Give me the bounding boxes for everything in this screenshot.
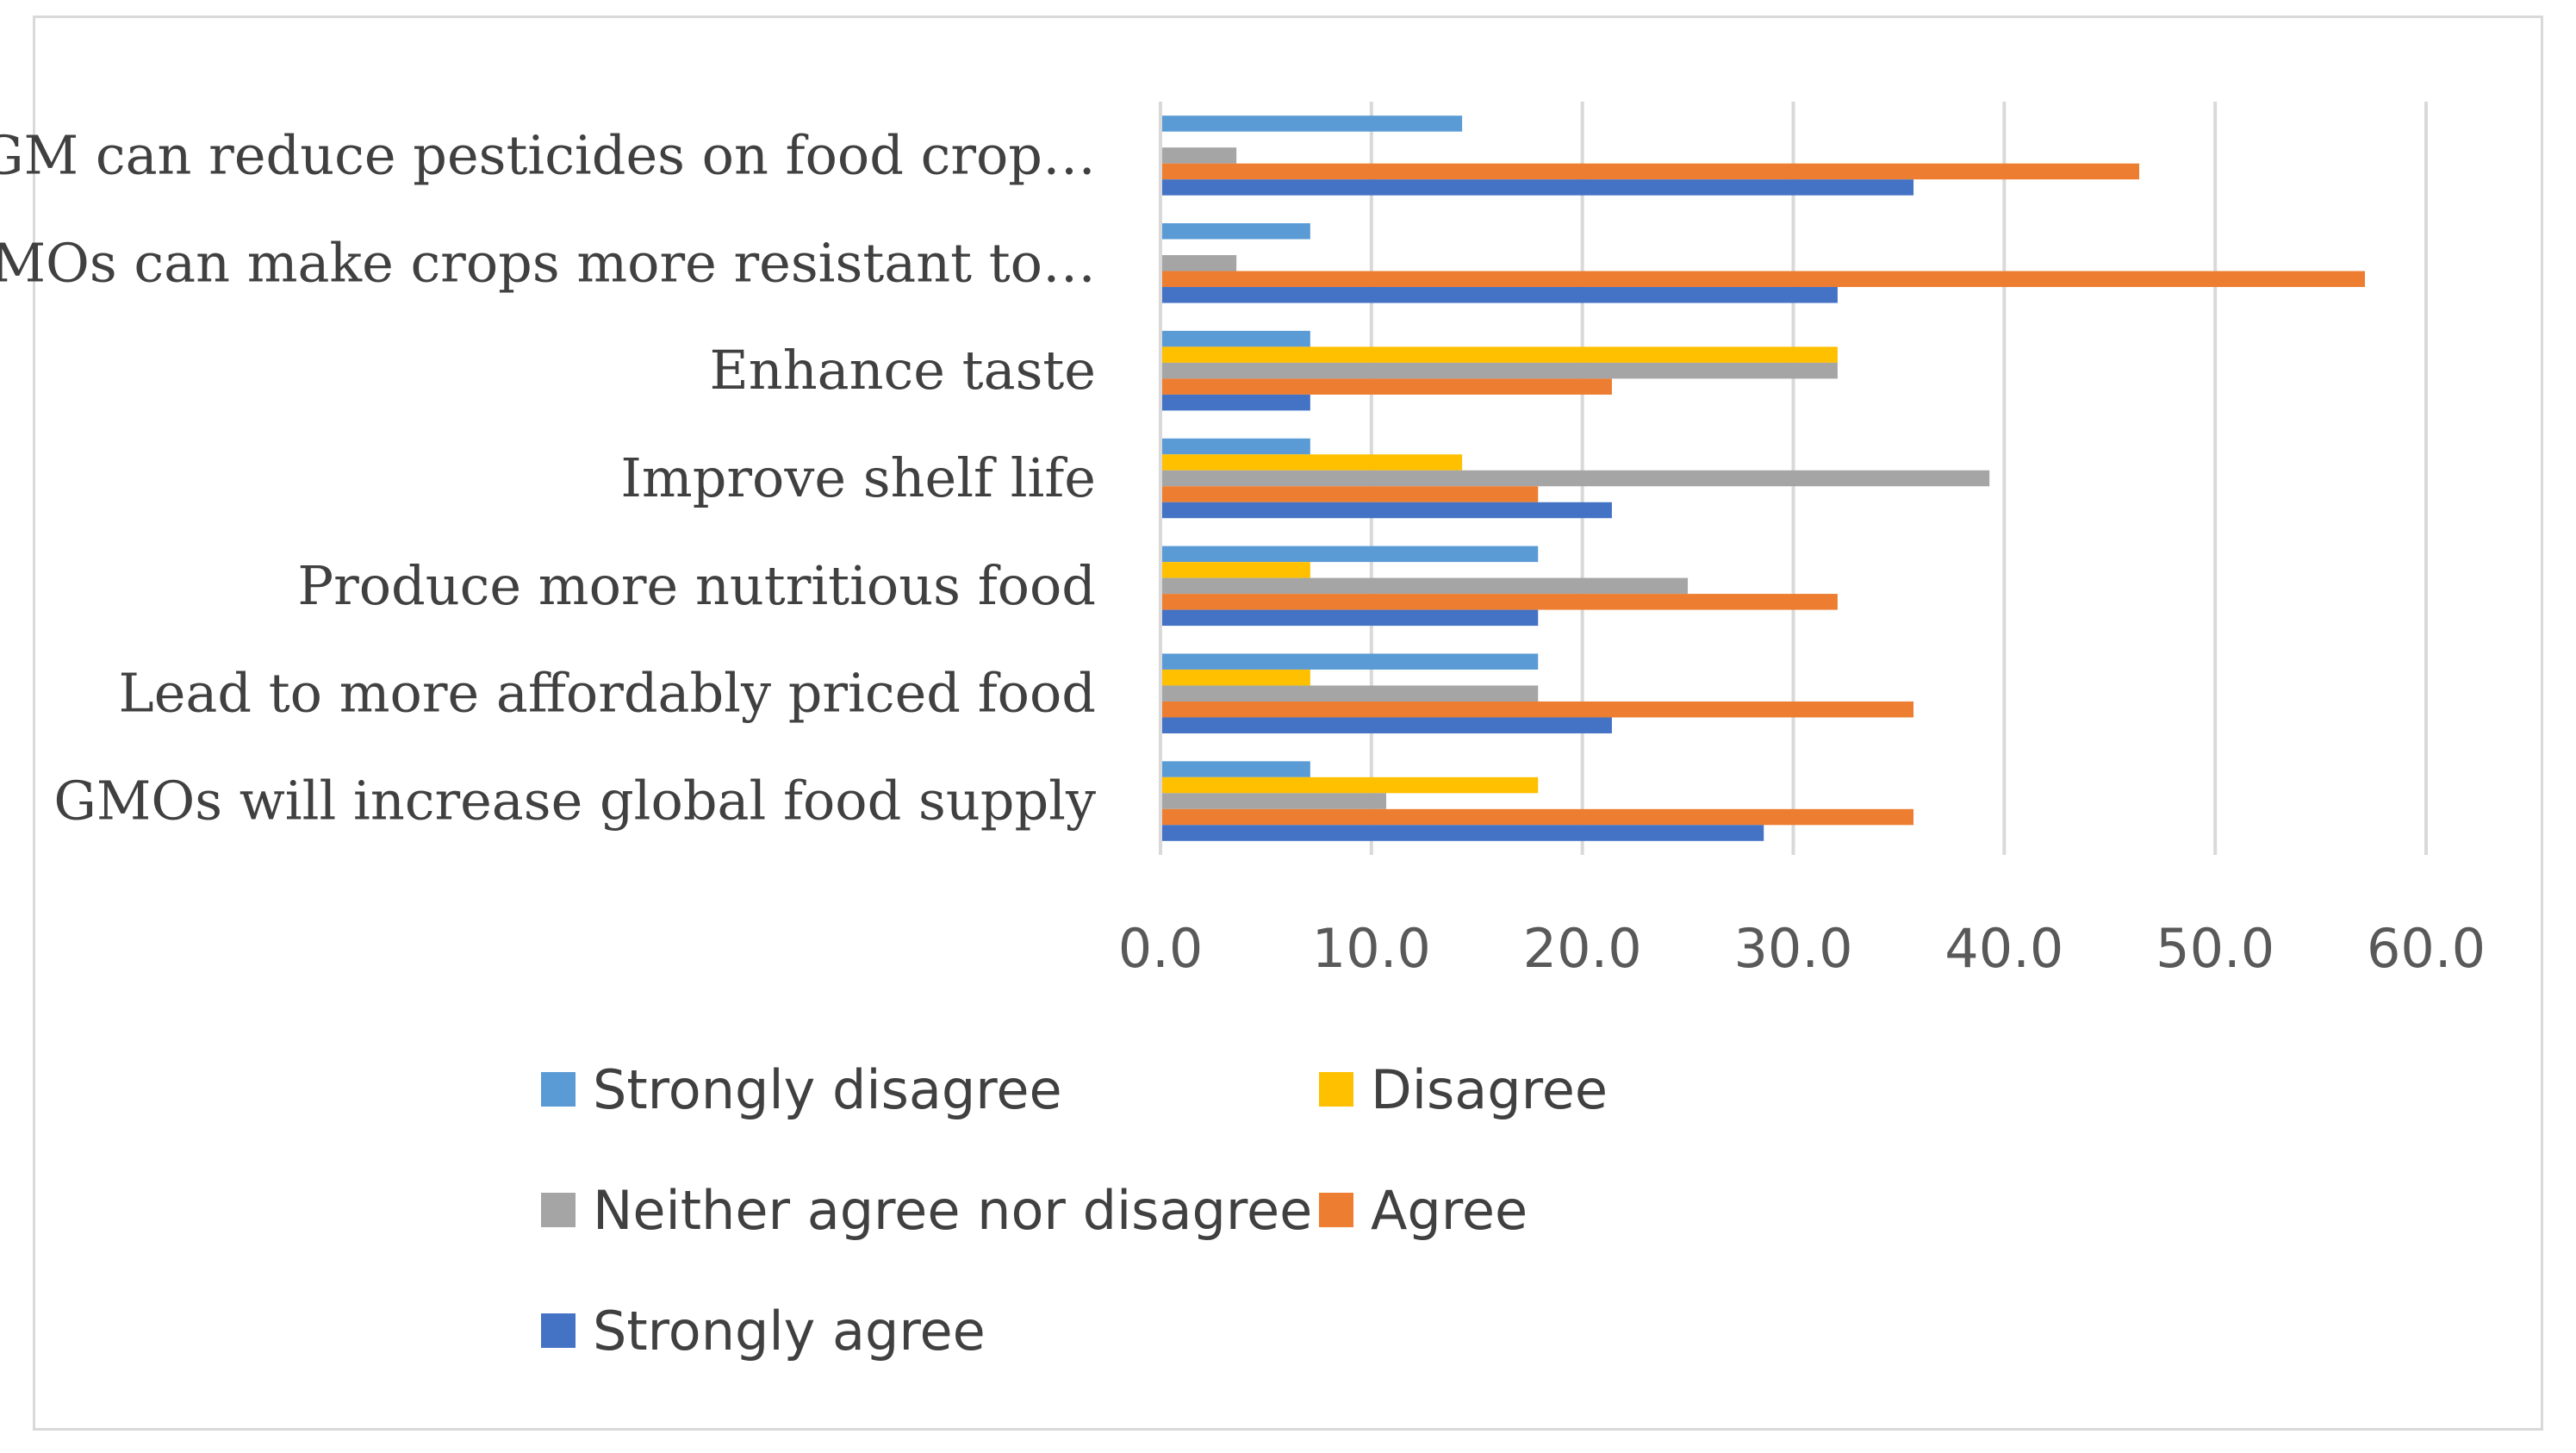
legend-label: Strongly agree bbox=[593, 1300, 986, 1363]
bar-disagree bbox=[1160, 346, 1838, 363]
x-tick-label: 30.0 bbox=[1733, 917, 1852, 980]
legend-label: Agree bbox=[1371, 1179, 1528, 1242]
y-category-label: Produce more nutritious food bbox=[297, 554, 1096, 617]
bar-disagree bbox=[1160, 562, 1310, 578]
bar-neither-agree-nor-disagree bbox=[1160, 470, 1990, 487]
bar-strongly-disagree bbox=[1160, 546, 1539, 563]
legend-swatch bbox=[541, 1072, 576, 1107]
bar-strongly-agree bbox=[1160, 825, 1764, 841]
bar-neither-agree-nor-disagree bbox=[1160, 793, 1386, 809]
bar-agree bbox=[1160, 701, 1914, 718]
bar-neither-agree-nor-disagree bbox=[1160, 577, 1689, 595]
bar-strongly-agree bbox=[1160, 179, 1914, 196]
bar-strongly-agree bbox=[1160, 609, 1539, 627]
bars bbox=[1160, 115, 2365, 841]
bar-strongly-disagree bbox=[1160, 115, 1463, 132]
legend-label: Neither agree nor disagree bbox=[593, 1179, 1312, 1242]
x-tick-label: 50.0 bbox=[2156, 917, 2274, 980]
bar-strongly-disagree bbox=[1160, 653, 1539, 670]
bar-disagree bbox=[1160, 776, 1539, 794]
legend-swatch bbox=[541, 1193, 576, 1227]
y-category-label: Lead to more affordably priced food bbox=[119, 662, 1096, 725]
bar-strongly-agree bbox=[1160, 717, 1612, 733]
axes: 0.0 10.0 20.0 30.0 40.0 50.0 60.0 GM can reduce… bbox=[0, 102, 2486, 980]
bar-agree bbox=[1160, 594, 1838, 610]
x-tick-label: 60.0 bbox=[2367, 917, 2486, 980]
legend-swatch bbox=[1319, 1193, 1353, 1227]
legend-label: Disagree bbox=[1371, 1058, 1608, 1121]
legend-label: Strongly disagree bbox=[593, 1058, 1062, 1121]
x-tick-label: 20.0 bbox=[1523, 917, 1642, 980]
bar-strongly-disagree bbox=[1160, 330, 1310, 347]
bar-strongly-disagree bbox=[1160, 761, 1310, 777]
bar-agree bbox=[1160, 378, 1612, 395]
bar-strongly-disagree bbox=[1160, 223, 1310, 240]
y-category-label: Improve shelf life bbox=[620, 446, 1096, 509]
legend: Strongly disagree Disagree Neither agree n… bbox=[541, 1058, 1608, 1363]
bar-neither-agree-nor-disagree bbox=[1160, 147, 1237, 164]
bar-disagree bbox=[1160, 454, 1463, 471]
y-category-label: GM can reduce pesticides on food crop… bbox=[0, 123, 1096, 186]
x-tick-label: 40.0 bbox=[1944, 917, 2063, 980]
bar-agree bbox=[1160, 808, 1914, 826]
legend-swatch bbox=[1319, 1072, 1353, 1107]
bar-disagree bbox=[1160, 669, 1310, 686]
bar-neither-agree-nor-disagree bbox=[1160, 685, 1539, 702]
bar-strongly-disagree bbox=[1160, 438, 1310, 455]
y-category-label: GMOs will increase global food supply bbox=[53, 770, 1096, 833]
bar-agree bbox=[1160, 163, 2140, 180]
x-tick-label: 0.0 bbox=[1118, 917, 1204, 980]
x-tick-label: 10.0 bbox=[1312, 917, 1431, 980]
y-category-label: Enhance taste bbox=[710, 339, 1096, 402]
bar-neither-agree-nor-disagree bbox=[1160, 255, 1237, 271]
bar-strongly-agree bbox=[1160, 394, 1310, 411]
bar-strongly-agree bbox=[1160, 287, 1838, 303]
bar-agree bbox=[1160, 271, 2365, 288]
bar-strongly-agree bbox=[1160, 502, 1612, 519]
bar-neither-agree-nor-disagree bbox=[1160, 362, 1838, 379]
bar-agree bbox=[1160, 486, 1539, 502]
y-category-label: GMOs can make crops more resistant to… bbox=[0, 231, 1096, 294]
legend-swatch bbox=[541, 1313, 576, 1348]
